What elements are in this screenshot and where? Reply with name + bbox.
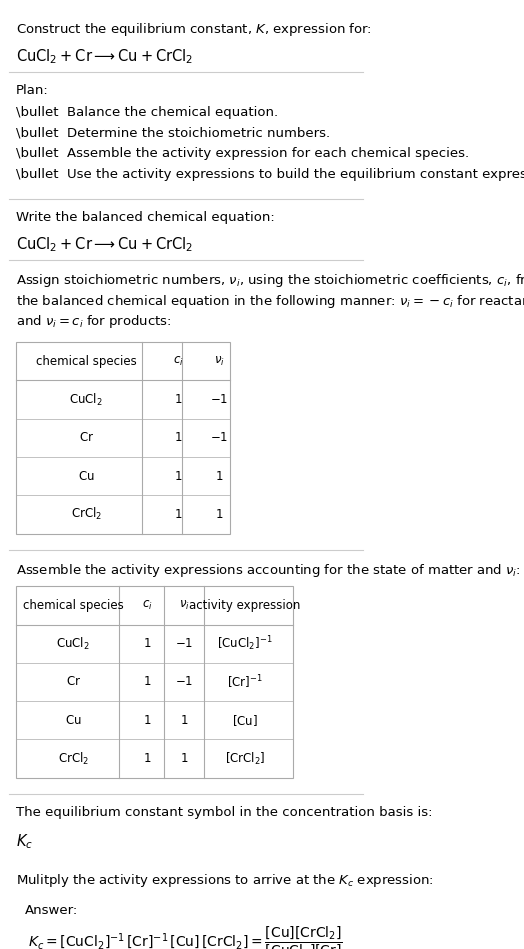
- Text: activity expression: activity expression: [189, 599, 300, 612]
- Text: Mulitply the activity expressions to arrive at the $K_c$ expression:: Mulitply the activity expressions to arr…: [16, 872, 434, 889]
- Text: $1$: $1$: [180, 752, 188, 765]
- Bar: [16, 342, 230, 533]
- Text: $\mathrm{CrCl_2}$: $\mathrm{CrCl_2}$: [58, 751, 89, 767]
- Text: $[\mathrm{CuCl_2}]^{-1}$: $[\mathrm{CuCl_2}]^{-1}$: [217, 634, 272, 653]
- Text: Write the balanced chemical equation:: Write the balanced chemical equation:: [16, 212, 275, 224]
- Text: $c_i$: $c_i$: [173, 355, 184, 368]
- Text: $-1$: $-1$: [210, 393, 228, 406]
- Text: The equilibrium constant symbol in the concentration basis is:: The equilibrium constant symbol in the c…: [16, 807, 433, 819]
- Text: 1: 1: [144, 676, 151, 688]
- Text: $\mathrm{CuCl_2}$: $\mathrm{CuCl_2}$: [57, 636, 90, 652]
- Text: $\mathrm{CuCl_2 + Cr \longrightarrow Cu + CrCl_2}$: $\mathrm{CuCl_2 + Cr \longrightarrow Cu …: [16, 47, 193, 66]
- Text: \bullet  Use the activity expressions to build the equilibrium constant expressi: \bullet Use the activity expressions to …: [16, 168, 524, 181]
- Text: $\nu_i$: $\nu_i$: [179, 599, 189, 612]
- Text: $\mathrm{CrCl_2}$: $\mathrm{CrCl_2}$: [71, 507, 102, 523]
- FancyBboxPatch shape: [13, 888, 344, 949]
- Text: Assign stoichiometric numbers, $\nu_i$, using the stoichiometric coefficients, $: Assign stoichiometric numbers, $\nu_i$, …: [16, 271, 524, 288]
- Text: $K_c$: $K_c$: [16, 832, 33, 850]
- Text: $[\mathrm{Cu}]$: $[\mathrm{Cu}]$: [232, 713, 258, 728]
- Text: $\mathrm{Cr}$: $\mathrm{Cr}$: [66, 676, 81, 688]
- Text: the balanced chemical equation in the following manner: $\nu_i = -c_i$ for react: the balanced chemical equation in the fo…: [16, 292, 524, 309]
- Text: $\mathrm{Cu}$: $\mathrm{Cu}$: [65, 714, 82, 727]
- Text: 1: 1: [144, 637, 151, 650]
- Text: 1: 1: [174, 470, 182, 483]
- Text: $K_c = [\mathrm{CuCl_2}]^{-1}\,[\mathrm{Cr}]^{-1}\,[\mathrm{Cu}]\,[\mathrm{CrCl_: $K_c = [\mathrm{CuCl_2}]^{-1}\,[\mathrm{…: [28, 924, 343, 949]
- Text: 1: 1: [174, 431, 182, 444]
- Text: \bullet  Determine the stoichiometric numbers.: \bullet Determine the stoichiometric num…: [16, 126, 330, 140]
- Text: $\mathrm{Cr}$: $\mathrm{Cr}$: [79, 431, 94, 444]
- Text: $1$: $1$: [215, 470, 223, 483]
- Text: chemical species: chemical species: [23, 599, 124, 612]
- Text: 1: 1: [174, 393, 182, 406]
- Text: Plan:: Plan:: [16, 84, 49, 97]
- Text: 1: 1: [144, 714, 151, 727]
- Text: $\nu_i$: $\nu_i$: [214, 355, 224, 368]
- Bar: [16, 586, 293, 777]
- Text: and $\nu_i = c_i$ for products:: and $\nu_i = c_i$ for products:: [16, 313, 172, 330]
- Text: $-1$: $-1$: [175, 676, 193, 688]
- Text: 1: 1: [144, 752, 151, 765]
- Text: Construct the equilibrium constant, $K$, expression for:: Construct the equilibrium constant, $K$,…: [16, 21, 372, 38]
- Text: $\mathrm{Cu}$: $\mathrm{Cu}$: [78, 470, 94, 483]
- Text: chemical species: chemical species: [36, 355, 137, 367]
- Text: $[\mathrm{Cr}]^{-1}$: $[\mathrm{Cr}]^{-1}$: [227, 673, 263, 691]
- Text: $c_i$: $c_i$: [141, 599, 152, 612]
- Text: Assemble the activity expressions accounting for the state of matter and $\nu_i$: Assemble the activity expressions accoun…: [16, 562, 521, 579]
- Text: $\mathrm{CuCl_2}$: $\mathrm{CuCl_2}$: [69, 392, 103, 407]
- Text: $1$: $1$: [180, 714, 188, 727]
- Text: $[\mathrm{CrCl_2}]$: $[\mathrm{CrCl_2}]$: [225, 751, 265, 767]
- Text: \bullet  Assemble the activity expression for each chemical species.: \bullet Assemble the activity expression…: [16, 147, 470, 160]
- Text: $1$: $1$: [215, 508, 223, 521]
- Text: $-1$: $-1$: [210, 431, 228, 444]
- Text: 1: 1: [174, 508, 182, 521]
- Text: Answer:: Answer:: [25, 903, 79, 917]
- Text: \bullet  Balance the chemical equation.: \bullet Balance the chemical equation.: [16, 106, 278, 119]
- Text: $-1$: $-1$: [175, 637, 193, 650]
- Text: $\mathrm{CuCl_2 + Cr \longrightarrow Cu + CrCl_2}$: $\mathrm{CuCl_2 + Cr \longrightarrow Cu …: [16, 235, 193, 254]
